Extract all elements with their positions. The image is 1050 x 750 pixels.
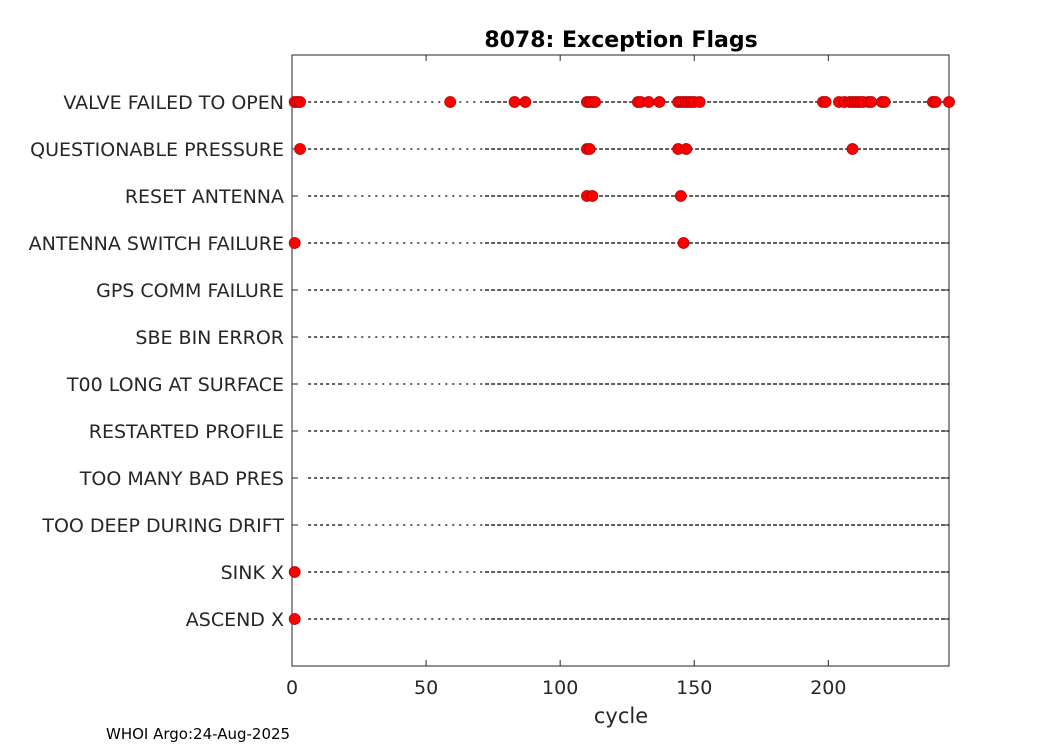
data-point	[589, 96, 601, 108]
category-rows: VALVE FAILED TO OPEN QUESTIONABLE PRESSUR…	[29, 92, 949, 631]
x-tick-label: 0	[286, 677, 298, 699]
data-point	[288, 566, 301, 578]
data-point	[583, 143, 596, 155]
data-point	[653, 96, 666, 108]
y-tick-label: TOO DEEP DURING DRIFT	[41, 515, 284, 537]
data-point	[677, 237, 690, 249]
y-tick-label: RESET ANTENNA	[125, 186, 284, 208]
data-point	[586, 190, 599, 202]
data-point	[693, 96, 706, 108]
x-tick-label: 200	[810, 677, 846, 699]
data-point	[508, 96, 521, 108]
data-point	[680, 143, 693, 155]
y-tick-label: SINK X	[221, 562, 284, 584]
data-point	[294, 143, 306, 155]
data-point	[288, 613, 301, 625]
data-point	[819, 96, 832, 108]
x-axis-label: cycle	[594, 704, 648, 728]
y-tick-label: ASCEND X	[186, 609, 284, 631]
data-point	[642, 96, 655, 108]
y-tick-label: ANTENNA SWITCH FAILURE	[29, 233, 284, 255]
y-tick-label: RESTARTED PROFILE	[89, 421, 284, 443]
data-point	[674, 190, 687, 202]
y-tick-label: T00 LONG AT SURFACE	[66, 374, 284, 396]
plot-area	[291, 54, 950, 667]
data-point	[519, 96, 532, 108]
data-point	[288, 237, 301, 249]
data-point	[865, 96, 878, 108]
x-tick-label: 50	[414, 677, 438, 699]
data-point	[444, 96, 457, 108]
x-axis: 0 50 100 150 200	[286, 55, 846, 699]
y-tick-label: TOO MANY BAD PRES	[79, 468, 284, 490]
data-point	[294, 96, 306, 108]
x-tick-label: 150	[676, 677, 712, 699]
y-tick-label: GPS COMM FAILURE	[96, 280, 284, 302]
data-point	[878, 96, 891, 108]
data-point	[846, 143, 859, 155]
data-point	[929, 96, 942, 108]
y-tick-label: VALVE FAILED TO OPEN	[63, 92, 284, 114]
chart-title: 8078: Exception Flags	[484, 28, 757, 53]
y-tick-label: SBE BIN ERROR	[135, 327, 284, 349]
x-tick-label: 100	[542, 677, 578, 699]
footer-text: WHOI Argo:24-Aug-2025	[106, 725, 291, 743]
y-tick-label: QUESTIONABLE PRESSURE	[30, 139, 284, 161]
data-markers	[288, 96, 955, 625]
data-point	[943, 96, 955, 108]
